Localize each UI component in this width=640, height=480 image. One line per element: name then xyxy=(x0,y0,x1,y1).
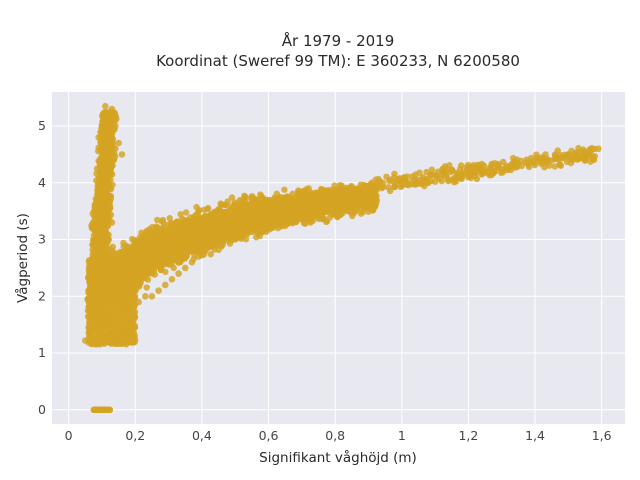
scatter-point xyxy=(175,270,182,277)
scatter-point xyxy=(241,195,249,202)
scatter-point xyxy=(154,224,161,231)
scatter-point xyxy=(182,209,190,216)
scatter-point xyxy=(144,229,151,236)
scatter-point xyxy=(194,248,202,255)
scatter-point xyxy=(302,220,309,227)
scatter-point xyxy=(190,256,197,263)
scatter-point xyxy=(289,220,296,227)
scatter-point xyxy=(115,139,122,147)
scatter-point xyxy=(193,213,200,220)
scatter-point xyxy=(154,216,161,224)
scatter-point xyxy=(218,201,225,209)
scatter-point xyxy=(323,218,330,226)
chart-title: År 1979 - 2019 xyxy=(282,31,395,50)
scatter-point xyxy=(155,287,162,294)
scatter-point xyxy=(271,194,278,201)
scatter-point xyxy=(237,203,245,210)
scatter-point xyxy=(159,216,167,224)
scatter-point xyxy=(207,251,214,258)
scatter-point xyxy=(143,284,150,291)
scatter-point xyxy=(181,264,189,272)
scatter-point xyxy=(281,186,288,193)
scatter-point xyxy=(175,259,182,266)
scatter-point xyxy=(349,212,356,220)
scatter-point xyxy=(141,293,149,300)
scatter-point xyxy=(219,212,226,219)
scatter-point xyxy=(148,293,156,300)
scatter-point xyxy=(166,215,173,222)
scatter-point xyxy=(228,194,236,201)
scatter-point xyxy=(102,102,109,110)
scatter-point xyxy=(177,211,184,218)
scatter-point xyxy=(170,264,177,272)
scatter-point xyxy=(309,217,317,224)
scatter-point xyxy=(144,276,152,283)
scatter-point xyxy=(118,151,126,158)
scatter-point xyxy=(253,234,260,241)
scatter-point xyxy=(144,234,151,242)
scatter-point xyxy=(168,275,176,283)
scatter-point xyxy=(257,193,265,200)
scatter-points xyxy=(82,102,602,414)
scatter-point xyxy=(161,281,169,289)
scatter-point xyxy=(137,238,145,245)
scatter-point xyxy=(149,223,156,231)
chart-subtitle: Koordinat (Sweref 99 TM): E 360233, N 62… xyxy=(156,52,520,70)
scatter-point xyxy=(193,203,200,211)
